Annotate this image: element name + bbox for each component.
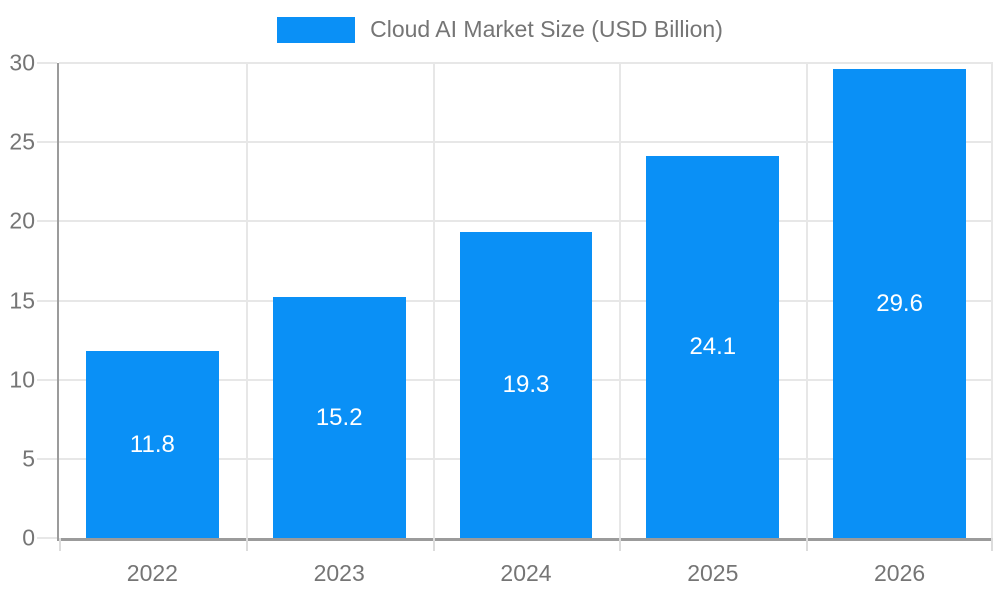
legend-series-label: Cloud AI Market Size (USD Billion) [370, 16, 723, 42]
gridline-vertical [806, 63, 809, 538]
x-axis-tick-label: 2022 [126, 560, 178, 586]
bar-2023[interactable]: 15.2 [272, 297, 406, 538]
bar-value-label: 29.6 [876, 289, 923, 317]
x-axis-tick-label: 2026 [874, 560, 926, 586]
y-axis-tick-label: 30 [9, 49, 35, 76]
bar-value-label: 24.1 [689, 333, 737, 361]
x-axis-tick [991, 538, 993, 551]
y-axis-tick-label: 15 [9, 287, 35, 313]
y-axis-tick [37, 378, 57, 381]
y-axis-tick [37, 299, 57, 302]
y-axis-tick [37, 62, 57, 64]
y-axis-tick [37, 537, 57, 539]
x-axis-tick [245, 538, 248, 551]
y-axis-tick [37, 220, 57, 223]
x-axis-tick [806, 538, 809, 551]
bar-value-label: 19.3 [502, 371, 550, 399]
y-axis-tick-label: 10 [9, 366, 35, 393]
gridline-vertical [245, 63, 248, 538]
chart-legend[interactable]: Cloud AI Market Size (USD Billion) [0, 16, 1000, 43]
gridline-horizontal [59, 220, 993, 223]
bar-2026[interactable]: 29.6 [833, 69, 966, 538]
y-axis-tick-label: 20 [9, 207, 35, 234]
gridline-horizontal [59, 141, 993, 144]
y-axis-tick-label: 25 [9, 128, 35, 155]
y-axis-tick-label: 0 [22, 524, 35, 551]
y-axis-tick [37, 141, 57, 144]
x-axis-tick [59, 538, 61, 551]
gridline-vertical [991, 63, 993, 538]
x-axis-tick-label: 2024 [500, 560, 552, 586]
x-axis-tick [619, 538, 622, 551]
x-axis-tick [432, 538, 435, 551]
gridline-horizontal [59, 62, 993, 64]
y-axis-tick [37, 457, 57, 460]
bar-value-label: 15.2 [315, 403, 363, 431]
plot-area: 0 5 10 15 20 25 30 2022 11.8 2023 15.2 2024 19.3 2025… [9, 50, 993, 586]
gridline-vertical [619, 63, 622, 538]
bar-2025[interactable]: 24.1 [646, 156, 780, 538]
y-axis-tick-label: 5 [22, 445, 35, 472]
bar-value-label: 11.8 [129, 430, 175, 458]
bar-2024[interactable]: 19.3 [459, 232, 593, 538]
bar-2022[interactable]: 11.8 [86, 351, 219, 538]
x-axis-tick-label: 2025 [687, 560, 739, 586]
x-axis-tick-label: 2023 [313, 560, 365, 586]
legend-swatch [277, 16, 356, 43]
gridline-vertical [432, 63, 435, 538]
